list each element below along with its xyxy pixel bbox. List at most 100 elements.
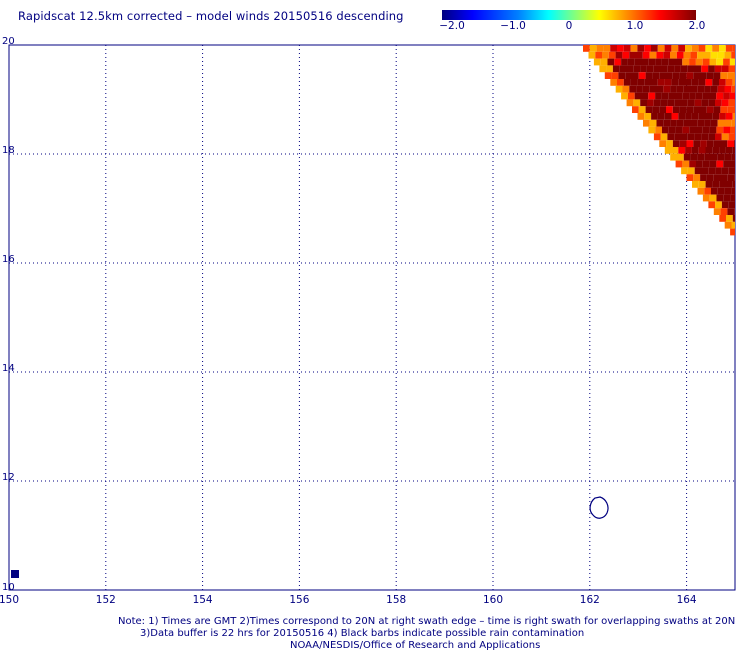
swath-cell [664,79,672,86]
swath-cell [623,79,631,86]
swath-cell [672,72,680,79]
swath-cell [614,58,622,66]
swath-cell [646,65,654,73]
swath-cell [728,65,735,73]
swath-cell [660,65,668,73]
swath-cell [633,99,641,107]
swath-cell [696,126,703,134]
swath-cell [727,140,735,147]
swath-cell [670,153,677,161]
swath-cell [731,221,735,229]
swath-cell [682,126,690,134]
swath-cell [680,65,688,73]
swath-cell [679,72,687,79]
swath-cell [608,51,616,59]
swath-cell [724,85,732,93]
swath-cell [700,174,707,181]
swath-cell [690,85,698,93]
swath-cell [686,106,694,113]
swath-cell [708,65,715,73]
swath-cell [604,72,612,79]
swath-cell [589,45,597,52]
lat-tick-label: 12 [2,472,15,483]
swath-cell [666,72,673,79]
swath-cell [708,99,715,107]
swath-cell [708,201,716,209]
lon-tick-label: 152 [96,594,116,606]
swath-cell [704,119,711,127]
swath-cell [702,160,710,168]
swath-cell [683,153,691,161]
swath-cell [723,194,731,202]
swath-cell [664,45,672,52]
swath-cell [729,58,735,66]
swath-cell [679,140,687,147]
swath-cell [717,85,725,93]
swath-cell [696,160,703,168]
swath-cell [622,51,630,59]
swath-cell [732,79,735,86]
swath-cell [691,147,699,154]
swath-cell [678,45,685,52]
swath-cell [637,113,645,120]
map-title: Rapidscat 12.5km corrected – model winds… [18,9,404,23]
swath-cell [636,51,643,59]
swath-cell [698,147,706,154]
swath-cell [693,106,700,113]
swath-cell [697,119,705,127]
swath-cell [667,65,675,73]
swath-cell [720,208,728,215]
swath-cell [732,215,735,222]
swath-cell [720,106,728,113]
swath-cell [694,99,702,107]
swath-cell [719,181,726,188]
swath-cell [711,153,718,161]
swath-cell [734,140,735,147]
swath-cell [694,65,702,73]
swath-cell [634,92,642,100]
colorbar-label-pos1: 1.0 [626,20,644,32]
swath-cell [720,174,728,181]
swath-cell [705,113,713,120]
swath-cell [712,113,720,120]
swath-cell [691,45,699,52]
lat-tick-label: 14 [2,363,15,374]
swath-cell [713,208,721,215]
swath-cell [642,85,650,93]
swath-cell [623,45,631,52]
swath-cell [700,106,707,113]
swath-cell [708,167,716,175]
swath-cell [656,119,664,127]
swath-cell [701,65,709,73]
swath-cell [725,79,733,86]
swath-cell [637,79,645,86]
swath-cell [701,99,709,107]
swath-cell [725,45,733,52]
swath-cell [734,174,735,181]
lon-tick-label: 160 [483,594,503,606]
swath-cell [697,153,705,161]
swath-cell [645,106,653,113]
swath-cell [681,167,688,175]
swath-cell [600,58,608,66]
swath-cell [625,72,632,79]
swath-cell [705,147,713,154]
swath-cell [671,113,679,120]
swath-cell [713,72,721,79]
swath-cell [716,126,724,134]
swath-cell [719,147,726,154]
swath-cell [641,92,649,100]
swath-cell [705,79,713,86]
swath-cell [723,92,730,100]
swath-cell [712,45,719,52]
swath-cell [651,113,658,120]
swath-cell [675,58,683,66]
swath-cell [645,72,653,79]
swath-cell [657,79,665,86]
swath-cell [693,72,700,79]
swath-cell [588,51,596,59]
swath-cell [716,58,724,66]
swath-cell [723,126,730,134]
swath-cell [626,65,634,73]
swath-cell [606,65,613,73]
